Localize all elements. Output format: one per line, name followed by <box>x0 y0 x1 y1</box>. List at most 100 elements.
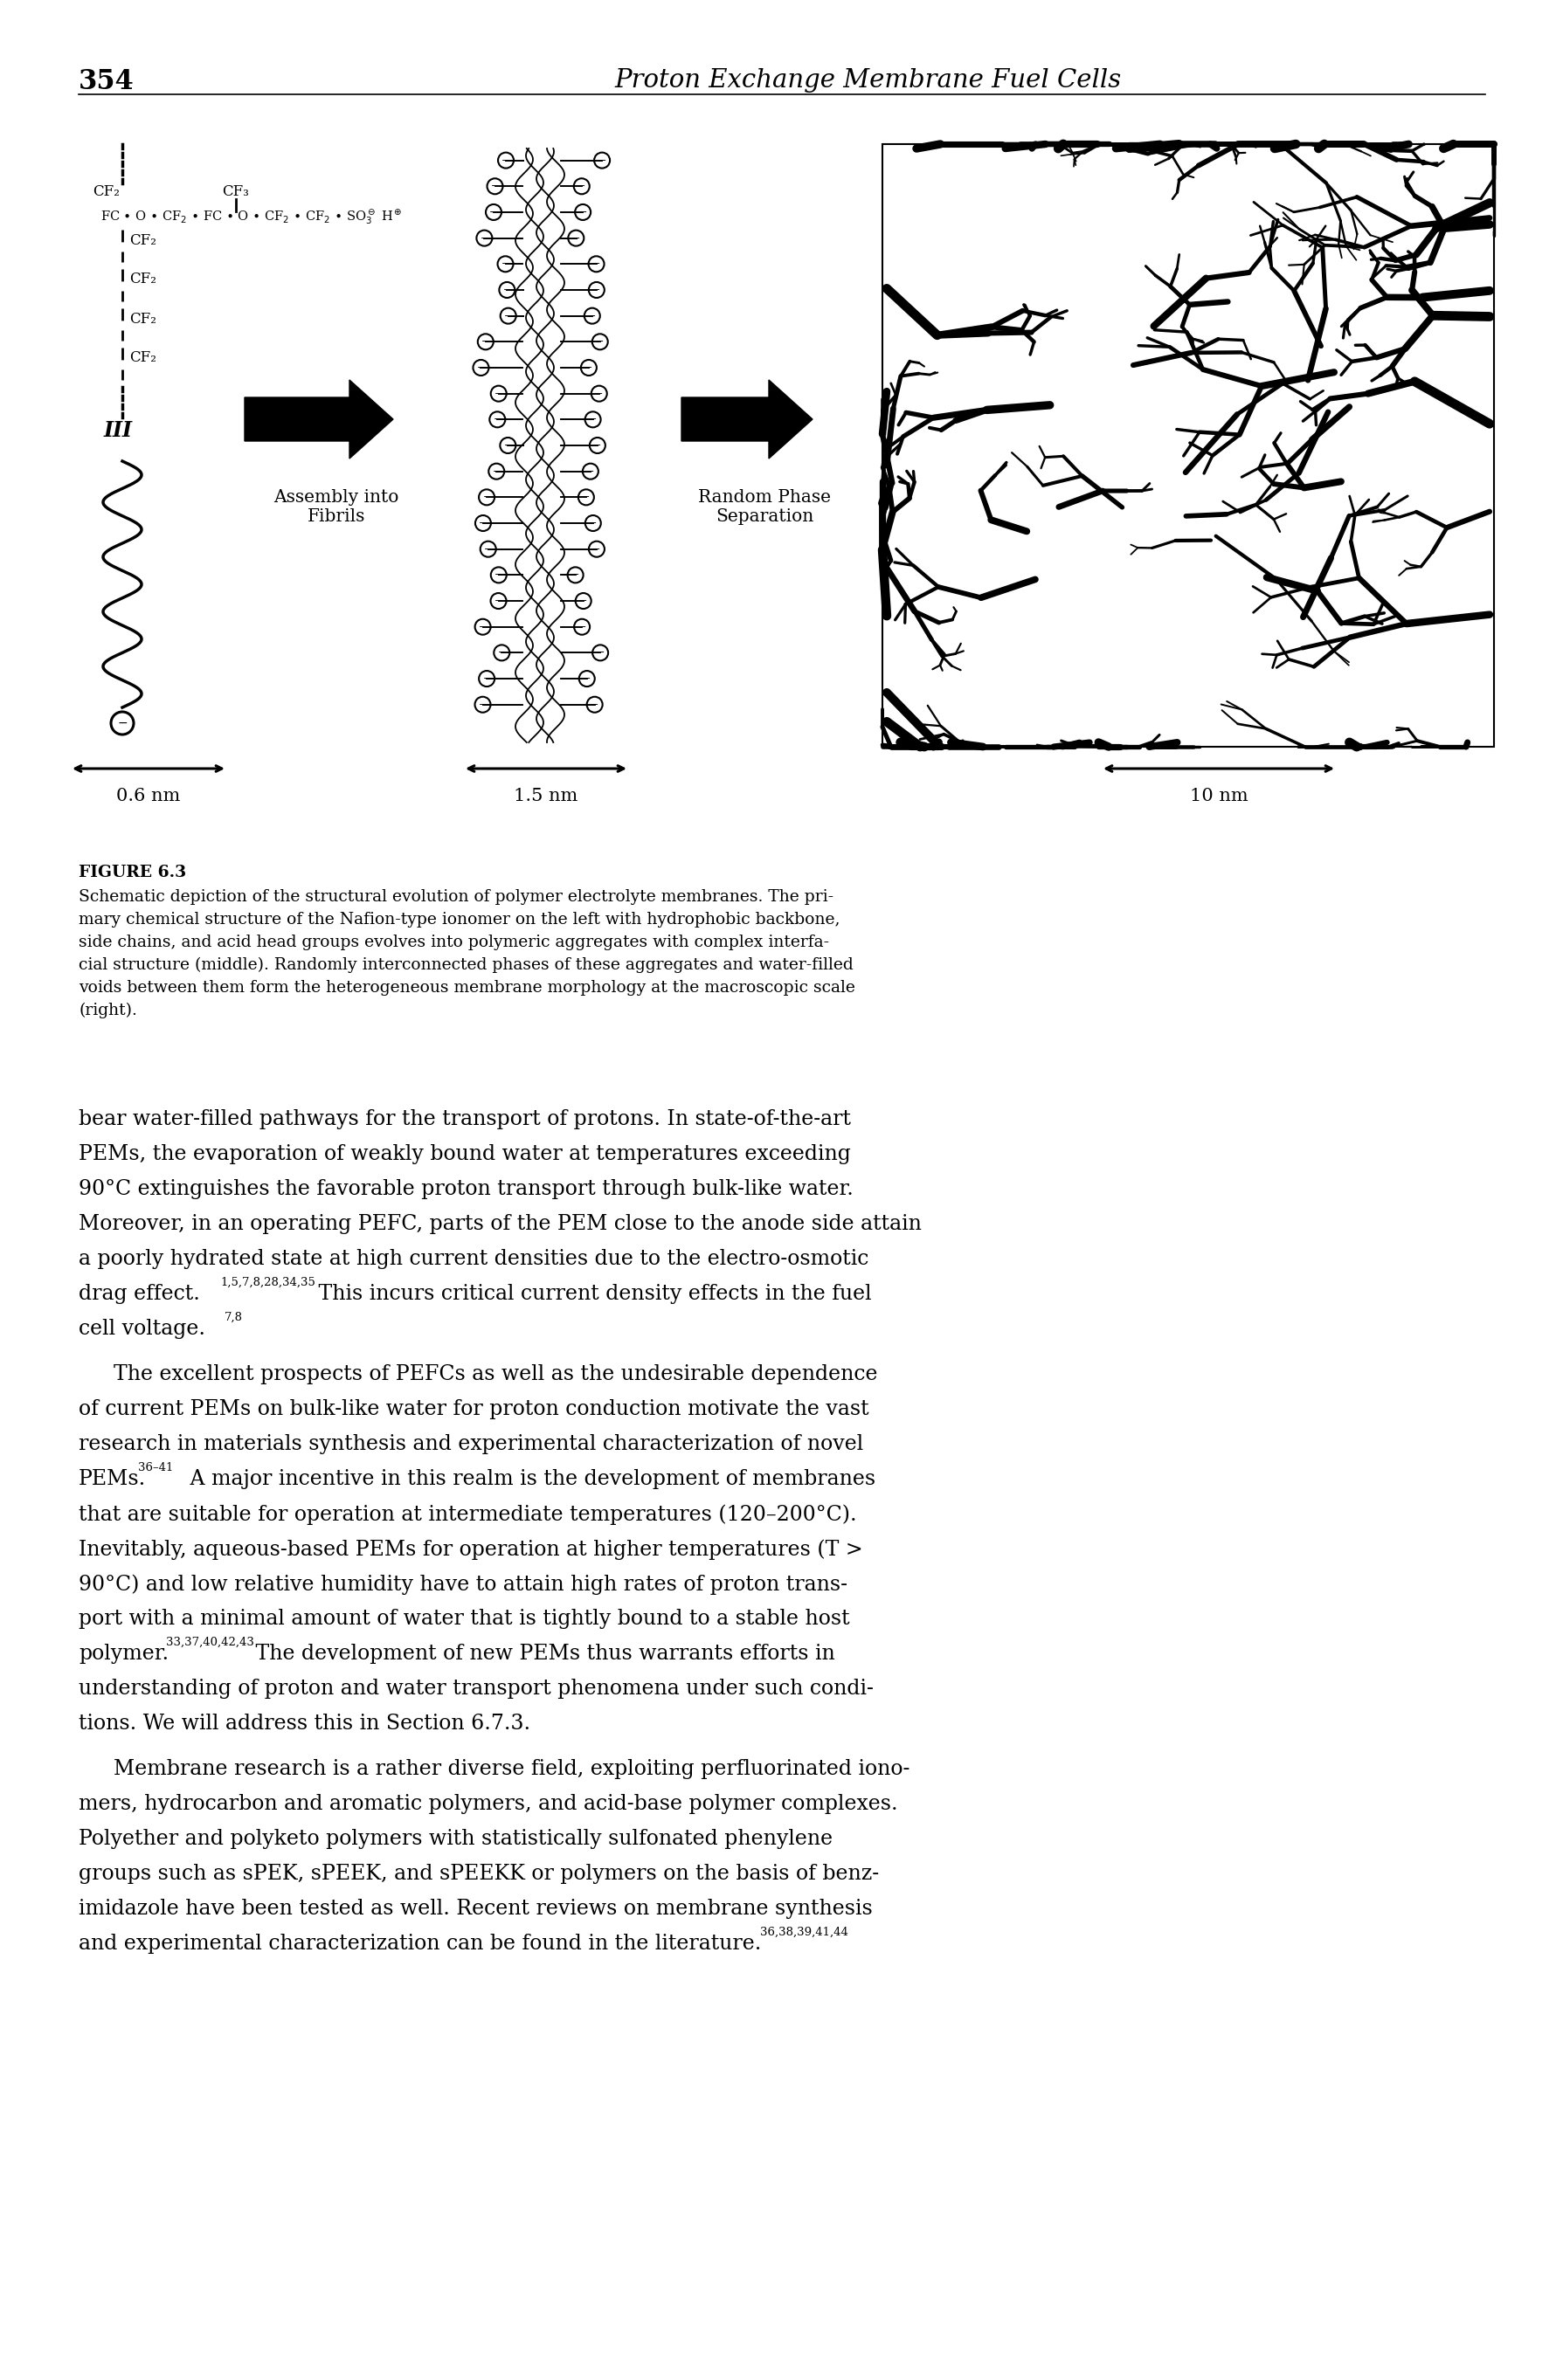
Text: −: − <box>502 259 510 269</box>
Text: drag effect.: drag effect. <box>78 1283 200 1304</box>
Text: imidazole have been tested as well. Recent reviews on membrane synthesis: imidazole have been tested as well. Rece… <box>78 1899 872 1918</box>
Text: bear water-filled pathways for the transport of protons. In state-of-the-art: bear water-filled pathways for the trans… <box>78 1109 850 1128</box>
Text: −: − <box>572 571 580 578</box>
Text: This incurs critical current density effects in the fuel: This incurs critical current density eff… <box>313 1283 872 1304</box>
Bar <box>883 145 1494 747</box>
Text: Proton Exchange Membrane Fuel Cells: Proton Exchange Membrane Fuel Cells <box>614 69 1122 93</box>
Text: Assembly into
Fibrils: Assembly into Fibrils <box>274 490 399 526</box>
Text: −: − <box>580 597 588 605</box>
Text: of current PEMs on bulk-like water for proton conduction motivate the vast: of current PEMs on bulk-like water for p… <box>78 1399 869 1418</box>
Text: cell voltage.: cell voltage. <box>78 1319 205 1340</box>
Text: −: − <box>583 674 591 683</box>
Text: a poorly hydrated state at high current densities due to the electro-osmotic: a poorly hydrated state at high current … <box>78 1250 869 1269</box>
Text: −: − <box>589 519 597 528</box>
Text: −: − <box>505 312 513 321</box>
Text: −: − <box>503 440 513 450</box>
Text: that are suitable for operation at intermediate temperatures (120–200°C).: that are suitable for operation at inter… <box>78 1504 857 1526</box>
Text: Membrane research is a rather diverse field, exploiting perfluorinated iono-: Membrane research is a rather diverse fi… <box>114 1759 910 1780</box>
Text: CF₂: CF₂ <box>130 350 156 367</box>
Text: (right).: (right). <box>78 1002 138 1019</box>
Text: 1,5,7,8,28,34,35: 1,5,7,8,28,34,35 <box>220 1278 316 1288</box>
Text: −: − <box>592 259 600 269</box>
Text: 1.5 nm: 1.5 nm <box>514 788 578 804</box>
Text: 33,37,40,42,43: 33,37,40,42,43 <box>166 1637 255 1647</box>
Text: Inevitably, aqueous-based PEMs for operation at higher temperatures (T >: Inevitably, aqueous-based PEMs for opera… <box>78 1540 863 1559</box>
Text: −: − <box>581 493 591 502</box>
Text: −: − <box>502 157 510 164</box>
Text: and experimental characterization can be found in the literature.: and experimental characterization can be… <box>78 1933 761 1954</box>
Text: −: − <box>586 466 594 476</box>
Text: 90°C extinguishes the favorable proton transport through bulk-like water.: 90°C extinguishes the favorable proton t… <box>78 1178 853 1200</box>
Bar <box>883 145 1494 747</box>
Text: −: − <box>588 312 596 321</box>
Text: −: − <box>591 700 599 709</box>
Text: FIGURE 6.3: FIGURE 6.3 <box>78 864 186 881</box>
Text: −: − <box>483 493 491 502</box>
Text: −: − <box>497 647 506 657</box>
Text: 10 nm: 10 nm <box>1189 788 1247 804</box>
Text: research in materials synthesis and experimental characterization of novel: research in materials synthesis and expe… <box>78 1435 863 1454</box>
Text: −: − <box>578 207 588 217</box>
Text: −: − <box>489 207 497 217</box>
Text: −: − <box>478 700 486 709</box>
Text: Moreover, in an operating PEFC, parts of the PEM close to the anode side attain: Moreover, in an operating PEFC, parts of… <box>78 1214 922 1235</box>
Text: −: − <box>599 157 606 164</box>
Text: voids between them form the heterogeneous membrane morphology at the macroscopic: voids between them form the heterogeneou… <box>78 981 855 995</box>
Text: The excellent prospects of PEFCs as well as the undesirable dependence: The excellent prospects of PEFCs as well… <box>114 1364 877 1385</box>
Text: Polyether and polyketo polymers with statistically sulfonated phenylene: Polyether and polyketo polymers with sta… <box>78 1828 833 1849</box>
Text: −: − <box>477 364 485 371</box>
Text: port with a minimal amount of water that is tightly bound to a stable host: port with a minimal amount of water that… <box>78 1609 850 1628</box>
Text: −: − <box>117 716 128 728</box>
Text: polymer.: polymer. <box>78 1645 169 1664</box>
Text: −: − <box>592 545 600 555</box>
Text: groups such as sPEK, sPEEK, and sPEEKK or polymers on the basis of benz-: groups such as sPEK, sPEEK, and sPEEKK o… <box>78 1864 878 1885</box>
Text: −: − <box>592 286 600 295</box>
Text: Random Phase
Separation: Random Phase Separation <box>699 490 832 526</box>
Text: side chains, and acid head groups evolves into polymeric aggregates with complex: side chains, and acid head groups evolve… <box>78 935 830 950</box>
Text: PEMs, the evaporation of weakly bound water at temperatures exceeding: PEMs, the evaporation of weakly bound wa… <box>78 1145 850 1164</box>
Text: 0.6 nm: 0.6 nm <box>117 788 181 804</box>
Text: PEMs.: PEMs. <box>78 1468 145 1490</box>
Text: −: − <box>494 571 503 578</box>
Text: cial structure (middle). Randomly interconnected phases of these aggregates and : cial structure (middle). Randomly interc… <box>78 957 853 973</box>
Text: FC $\bullet$ O $\bullet$ CF$_2$ $\bullet$ FC $\bullet$ O $\bullet$ CF$_2$ $\bull: FC $\bullet$ O $\bullet$ CF$_2$ $\bullet… <box>100 207 402 226</box>
Text: 354: 354 <box>78 69 134 95</box>
Text: −: − <box>478 519 488 528</box>
Text: −: − <box>494 414 502 424</box>
Text: −: − <box>578 624 586 631</box>
Text: CF₃: CF₃ <box>222 186 250 200</box>
Text: tions. We will address this in Section 6.7.3.: tions. We will address this in Section 6… <box>78 1714 530 1733</box>
Text: −: − <box>483 674 491 683</box>
Text: 90°C) and low relative humidity have to attain high rates of proton trans-: 90°C) and low relative humidity have to … <box>78 1573 847 1595</box>
Text: −: − <box>485 545 492 555</box>
Text: −: − <box>594 440 602 450</box>
Text: mary chemical structure of the Nafion-type ionomer on the left with hydrophobic : mary chemical structure of the Nafion-ty… <box>78 912 839 928</box>
Text: −: − <box>503 286 511 295</box>
Text: −: − <box>596 390 603 397</box>
Text: −: − <box>596 647 605 657</box>
Text: −: − <box>491 181 499 190</box>
Text: mers, hydrocarbon and aromatic polymers, and acid-base polymer complexes.: mers, hydrocarbon and aromatic polymers,… <box>78 1795 897 1814</box>
Text: CF₂: CF₂ <box>94 186 120 200</box>
Text: CF₂: CF₂ <box>130 233 156 248</box>
Text: −: − <box>585 364 592 371</box>
Text: −: − <box>494 597 503 605</box>
Text: −: − <box>481 338 489 345</box>
Text: −: − <box>578 181 586 190</box>
Text: −: − <box>596 338 603 345</box>
FancyArrow shape <box>245 381 394 459</box>
Text: understanding of proton and water transport phenomena under such condi-: understanding of proton and water transp… <box>78 1678 874 1699</box>
Text: CF₂: CF₂ <box>130 271 156 288</box>
Text: III: III <box>103 421 133 440</box>
Text: 36,38,39,41,44: 36,38,39,41,44 <box>760 1928 849 1937</box>
Text: A major incentive in this realm is the development of membranes: A major incentive in this realm is the d… <box>183 1468 875 1490</box>
Text: −: − <box>572 233 580 243</box>
Text: −: − <box>494 390 503 397</box>
Text: Schematic depiction of the structural evolution of polymer electrolyte membranes: Schematic depiction of the structural ev… <box>78 890 833 904</box>
Text: CF₂: CF₂ <box>130 312 156 326</box>
Text: −: − <box>478 624 488 631</box>
FancyArrow shape <box>681 381 813 459</box>
Text: The development of new PEMs thus warrants efforts in: The development of new PEMs thus warrant… <box>249 1645 835 1664</box>
Text: 36–41: 36–41 <box>138 1461 173 1473</box>
Text: −: − <box>589 414 597 424</box>
